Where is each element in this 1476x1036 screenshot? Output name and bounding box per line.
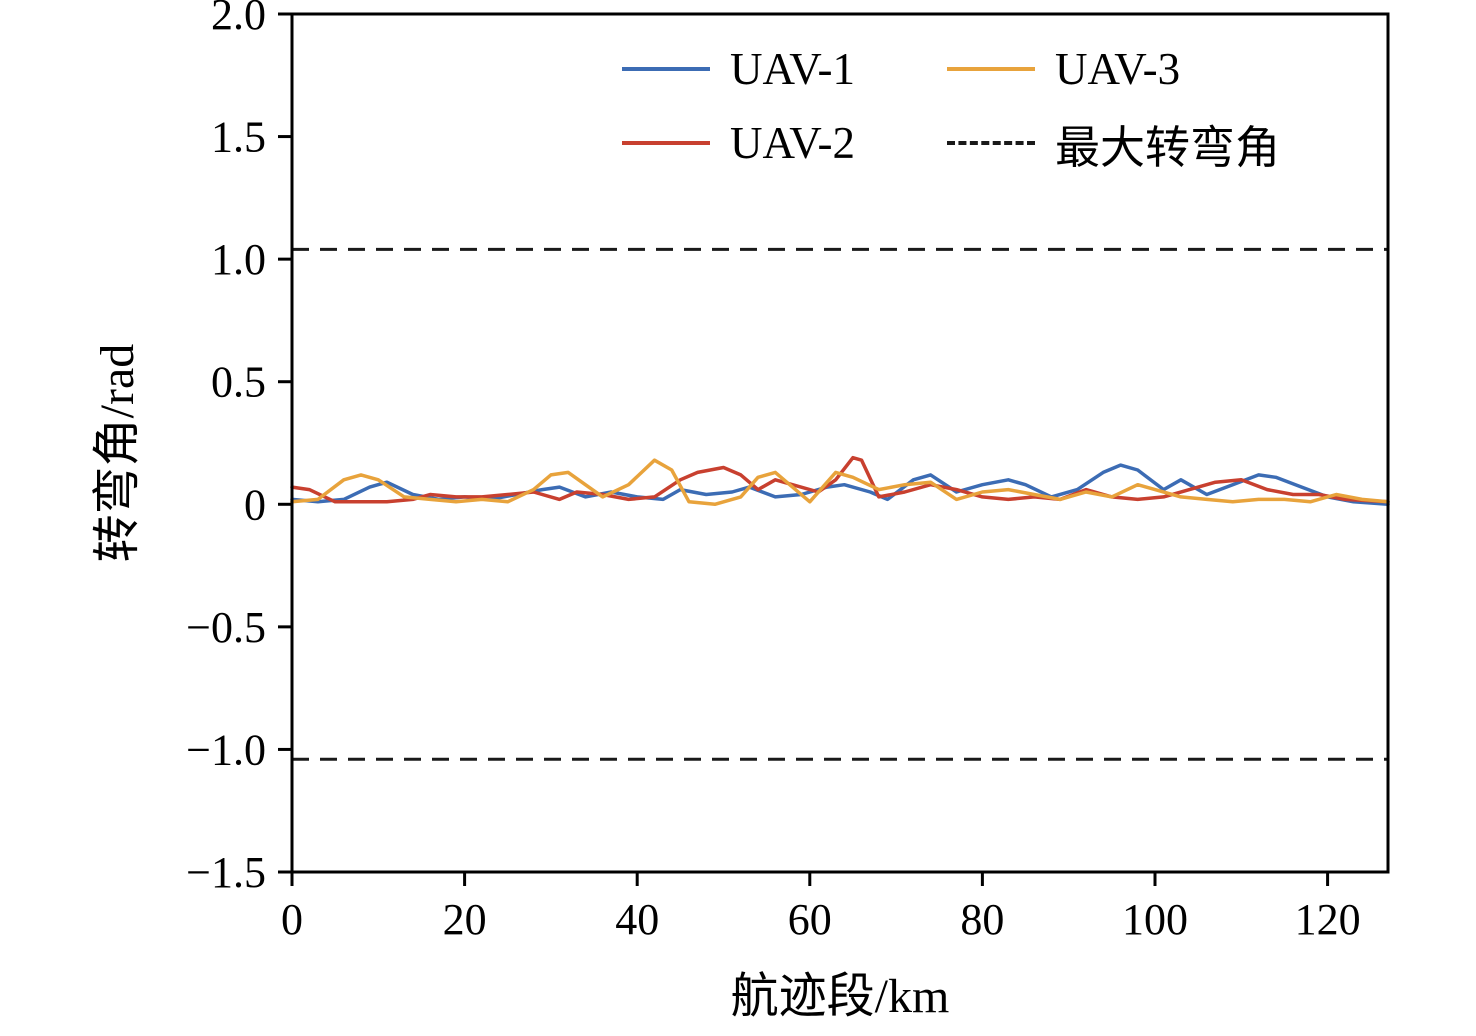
legend-item-uav3: UAV-3 [947, 40, 1280, 98]
legend-item-uav1: UAV-1 [622, 40, 855, 98]
legend-label-max-angle: 最大转弯角 [1055, 122, 1281, 173]
legend-column-2: UAV-3 最大转弯角 [947, 40, 1280, 173]
uav2-line-swatch [622, 141, 710, 145]
legend-column-1: UAV-1 UAV-2 [622, 40, 855, 172]
legend-label-uav3: UAV-3 [1055, 44, 1181, 94]
legend: UAV-1 UAV-2 UAV-3 最大转弯角 [622, 40, 1280, 173]
max-angle-dashed-swatch [947, 141, 1036, 145]
svg-text:0: 0 [244, 480, 266, 529]
svg-text:100: 100 [1122, 895, 1188, 944]
legend-item-uav2: UAV-2 [622, 114, 855, 172]
legend-label-uav1: UAV-1 [730, 44, 856, 94]
svg-text:−1.0: −1.0 [186, 725, 266, 774]
svg-text:60: 60 [788, 895, 832, 944]
uav1-line-swatch [622, 67, 710, 71]
svg-text:40: 40 [615, 895, 659, 944]
y-axis-title: 转弯角/rad [91, 343, 144, 563]
svg-text:0: 0 [281, 895, 303, 944]
svg-text:−1.5: −1.5 [186, 848, 266, 897]
uav3-line-swatch [947, 67, 1036, 71]
svg-text:20: 20 [443, 895, 487, 944]
svg-text:−0.5: −0.5 [186, 603, 266, 652]
svg-text:0.5: 0.5 [211, 358, 266, 407]
svg-text:1.0: 1.0 [211, 235, 266, 284]
x-axis-title: 航迹段/km [730, 970, 950, 1023]
legend-item-max-angle: 最大转弯角 [947, 114, 1280, 173]
svg-text:80: 80 [960, 895, 1004, 944]
svg-text:120: 120 [1295, 895, 1361, 944]
svg-text:2.0: 2.0 [211, 0, 266, 39]
svg-text:1.5: 1.5 [211, 113, 266, 162]
legend-label-uav2: UAV-2 [730, 118, 856, 168]
